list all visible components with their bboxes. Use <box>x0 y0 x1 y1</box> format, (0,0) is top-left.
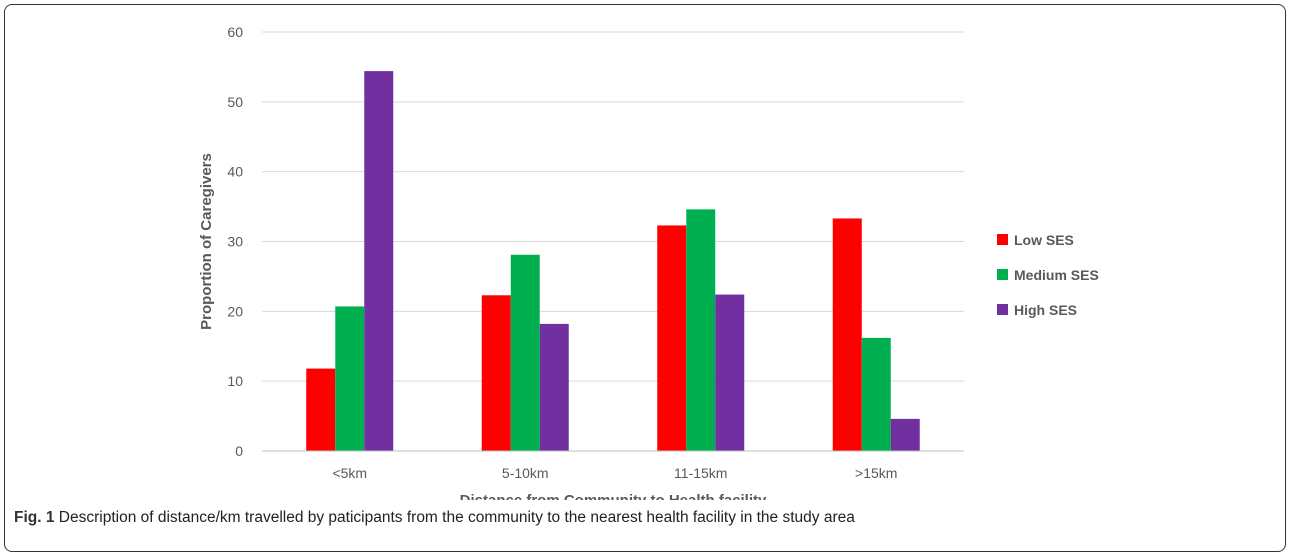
legend-swatch <box>997 304 1008 315</box>
x-tick-label: 5-10km <box>502 465 549 481</box>
bar-low-ses-3 <box>833 218 862 451</box>
x-tick-label: <5km <box>332 465 367 481</box>
legend: Low SES Medium SES High SES <box>997 232 1099 318</box>
x-tick-label: >15km <box>855 465 897 481</box>
bar-medium-ses-1 <box>511 255 540 451</box>
bar-medium-ses-3 <box>862 338 891 451</box>
bar-medium-ses-0 <box>335 306 364 451</box>
bar-high-ses-1 <box>540 324 569 451</box>
caption-text: Description of distance/km travelled by … <box>54 509 854 526</box>
bar-high-ses-0 <box>364 71 393 451</box>
bar-low-ses-1 <box>482 295 511 451</box>
legend-swatch <box>997 269 1008 280</box>
x-tick-label: 11-15km <box>674 465 727 481</box>
bar-low-ses-0 <box>306 369 335 451</box>
legend-label: Medium SES <box>1014 267 1099 283</box>
bar-low-ses-2 <box>657 225 686 451</box>
y-tick-label: 60 <box>227 24 243 40</box>
y-axis-label: Proportion of Caregivers <box>198 153 215 330</box>
bar-high-ses-2 <box>715 295 744 451</box>
y-tick-label: 40 <box>227 164 243 180</box>
y-tick-label: 10 <box>227 373 243 389</box>
figure-caption: Fig. 1 Description of distance/km travel… <box>14 509 855 527</box>
caption-label: Fig. 1 <box>14 509 54 526</box>
legend-swatch <box>997 234 1008 245</box>
x-axis-label: Distance from Community to Health facili… <box>460 492 767 500</box>
bar-high-ses-3 <box>891 419 920 451</box>
y-tick-label: 30 <box>227 234 243 250</box>
legend-label: Low SES <box>1014 232 1074 248</box>
bar-chart: 0 10 20 30 40 50 60 <5km 5-10km 11-15km >15km Pro… <box>0 0 1292 500</box>
y-axis-ticks: 0 10 20 30 40 50 60 <box>227 24 243 459</box>
bars <box>306 71 920 451</box>
bar-medium-ses-2 <box>686 209 715 451</box>
y-tick-label: 20 <box>227 303 243 319</box>
y-tick-label: 0 <box>235 443 243 459</box>
legend-label: High SES <box>1014 302 1077 318</box>
y-tick-label: 50 <box>227 94 243 110</box>
x-axis-ticks: <5km 5-10km 11-15km >15km <box>332 465 897 481</box>
